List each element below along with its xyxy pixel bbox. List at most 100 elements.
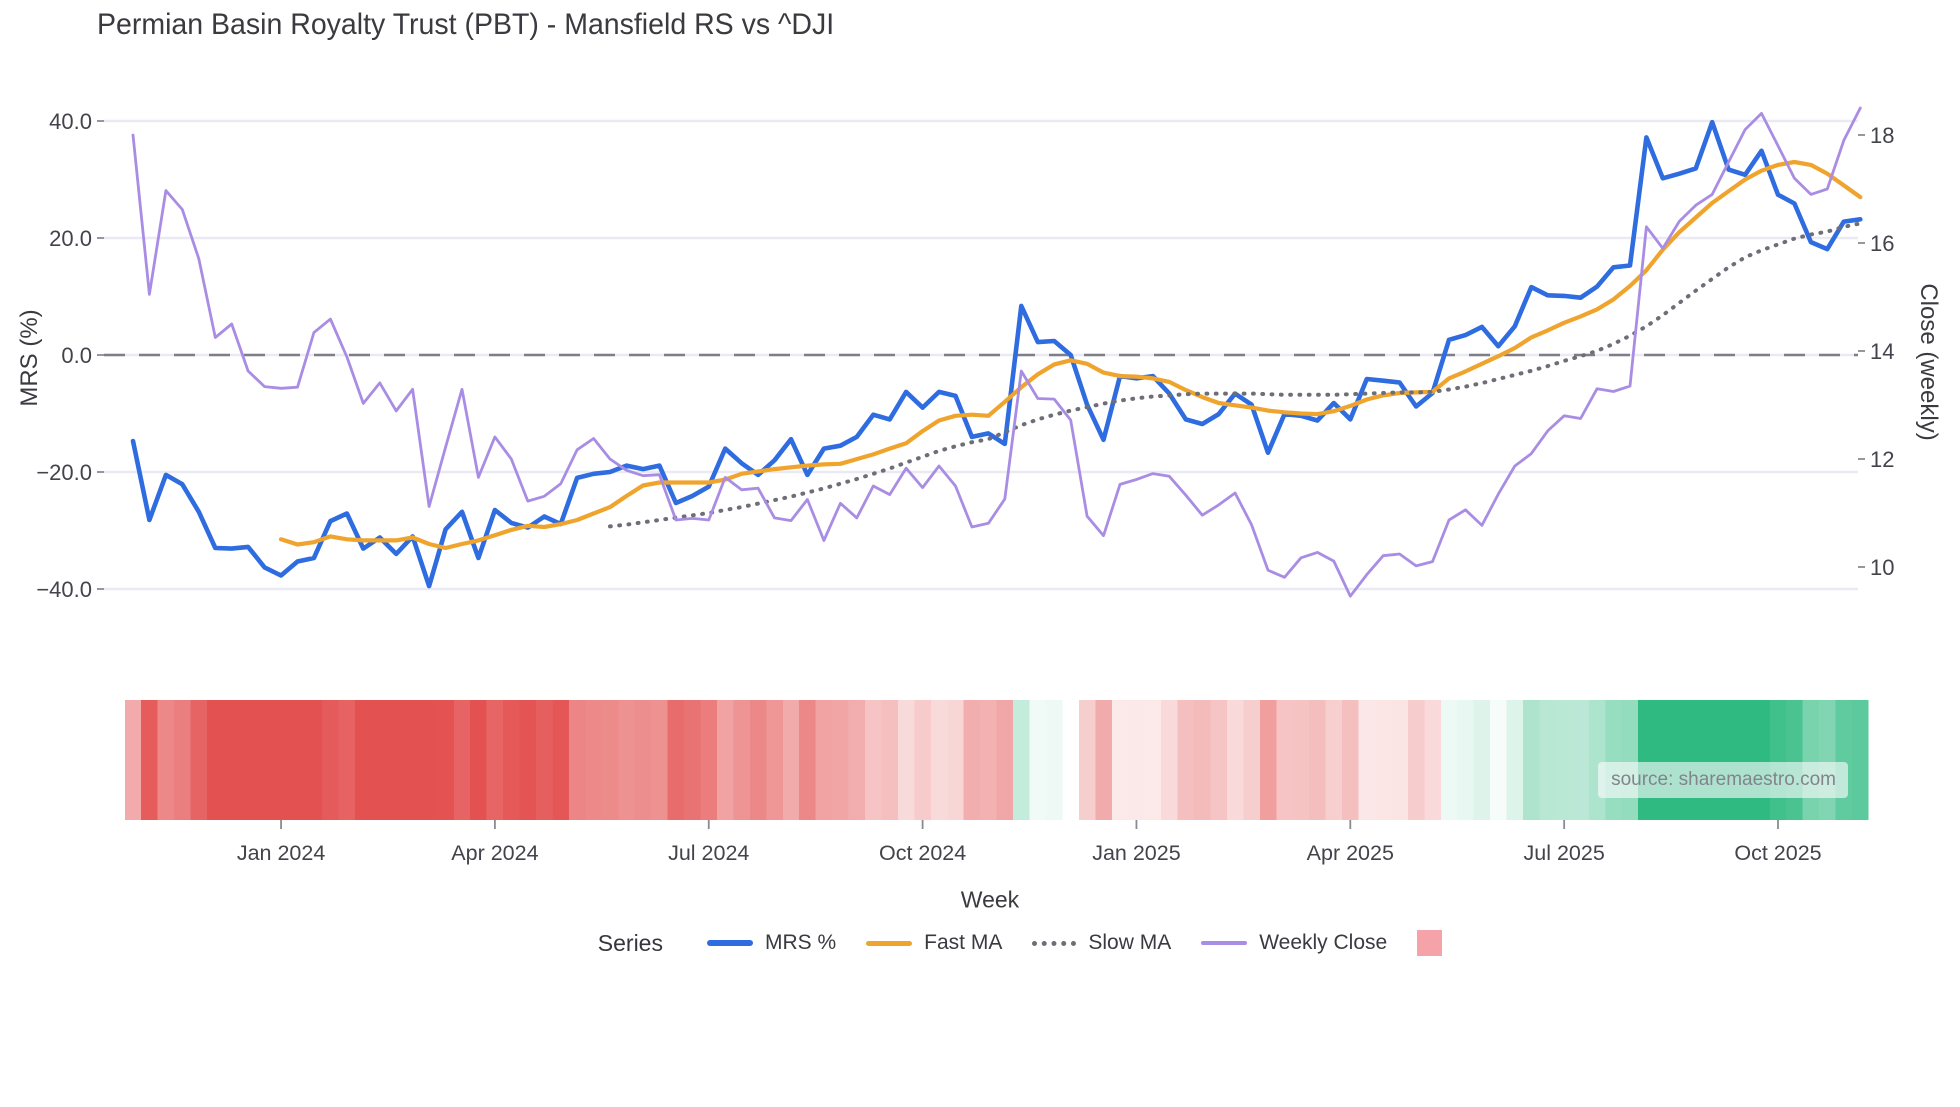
heatmap-cell — [1078, 700, 1096, 820]
heatmap-cell — [124, 700, 142, 820]
heatmap-cell — [1210, 700, 1228, 820]
source-credit: source: sharemaestro.com — [1598, 762, 1848, 798]
heatmap-cell — [1259, 700, 1277, 820]
heatmap-cell — [1852, 700, 1869, 820]
mrs-line-swatch-icon — [706, 940, 753, 946]
series-close-line — [131, 106, 1862, 598]
heatmap-cell — [1490, 700, 1507, 820]
heatmap-cell — [963, 700, 981, 820]
heatmap-cell — [141, 700, 158, 820]
heatmap-cell — [1243, 700, 1260, 820]
heatmap-cell — [437, 700, 454, 820]
heatmap-cell — [1769, 700, 1787, 820]
x-tick-label: Oct 2025 — [1734, 841, 1821, 865]
heatmap-cell — [832, 700, 849, 820]
weekly-close-line-swatch-icon — [1201, 941, 1248, 945]
heatmap-cell — [190, 700, 208, 820]
heatmap-cell — [536, 700, 553, 820]
heatmap-cell — [1342, 700, 1359, 820]
heatmap-cell — [1638, 700, 1655, 820]
heatmap-cell — [749, 700, 767, 820]
left-tick-label: 20.0 — [49, 226, 92, 251]
x-tick-label: Jul 2025 — [1524, 841, 1605, 865]
heatmap-cell — [223, 700, 240, 820]
heatmap-cell — [897, 700, 915, 820]
slow-ma-dotted-swatch-icon — [1032, 940, 1077, 946]
heatmap-cell — [1786, 700, 1803, 820]
legend-item-label: Fast MA — [924, 931, 1003, 954]
heatmap-cell — [1424, 700, 1441, 820]
heatmap-cell — [1029, 700, 1047, 820]
heatmap-cell — [239, 700, 257, 820]
heatmap-cell — [815, 700, 833, 820]
heatmap-cell — [1654, 700, 1672, 820]
heatmap-cell — [289, 700, 306, 820]
heatmap-square-swatch-icon — [1417, 930, 1443, 956]
legend-item-fast-ma: Fast MA — [866, 931, 1002, 955]
heatmap-cell — [667, 700, 685, 820]
heatmap-cell — [1111, 700, 1129, 820]
heatmap-cell — [1539, 700, 1557, 820]
heatmap-cell — [930, 700, 948, 820]
right-tick-label: 14 — [1870, 339, 1894, 364]
heatmap-cell — [996, 700, 1014, 820]
heatmap-cell — [1325, 700, 1343, 820]
heatmap-cell — [799, 700, 816, 820]
heatmap-cell — [1276, 700, 1293, 820]
heatmap-cell — [1753, 700, 1770, 820]
heatmap-cell — [1835, 700, 1853, 820]
heatmap-cell — [387, 700, 405, 820]
heatmap-cell — [338, 700, 356, 820]
left-tick-label: 40.0 — [49, 109, 92, 134]
heatmap-cell — [1555, 700, 1573, 820]
gridlines — [104, 119, 1858, 591]
legend-item-slow-ma: Slow MA — [1032, 931, 1171, 955]
heatmap-cell — [568, 700, 586, 820]
x-tick-label: Jan 2024 — [237, 841, 326, 865]
heatmap-cell — [157, 700, 175, 820]
heatmap-cell — [865, 700, 882, 820]
heatmap-cell — [355, 700, 372, 820]
heatmap-cell — [947, 700, 964, 820]
series-fast-line — [278, 159, 1863, 551]
heatmap-cell — [881, 700, 898, 820]
heatmap-cell — [733, 700, 750, 820]
heatmap-cell — [1062, 700, 1079, 820]
heatmap-cell — [1144, 700, 1162, 820]
heatmap-cell — [1457, 700, 1474, 820]
heatmap-cell — [503, 700, 520, 820]
heatmap-cell — [1128, 700, 1145, 820]
heatmap-cell — [1736, 700, 1754, 820]
heatmap-cell — [174, 700, 191, 820]
right-tick-label: 10 — [1870, 555, 1894, 580]
heatmap-cell — [601, 700, 619, 820]
heatmap-cell — [684, 700, 701, 820]
x-tick-label: Jan 2025 — [1092, 841, 1181, 865]
x-tick-label: Jul 2024 — [668, 841, 749, 865]
heatmap-cell — [256, 700, 273, 820]
heatmap-cell — [980, 700, 997, 820]
heatmap-cell — [700, 700, 718, 820]
left-tick-label: −20.0 — [36, 460, 92, 485]
fast-ma-line-swatch-icon — [866, 940, 913, 946]
right-tick-label: 16 — [1870, 231, 1894, 256]
heatmap-cell — [420, 700, 438, 820]
heatmap-cell — [1671, 700, 1688, 820]
left-tick-label: 0.0 — [61, 343, 92, 368]
x-axis-label: Week — [960, 886, 1020, 913]
heatmap-cell — [1375, 700, 1392, 820]
heatmap-cell — [782, 700, 800, 820]
heatmap-cell — [207, 700, 224, 820]
heatmap-cell — [651, 700, 668, 820]
heatmap-cell — [1095, 700, 1112, 820]
heatmap-cell — [1013, 700, 1030, 820]
right-tick-label: 18 — [1870, 123, 1894, 148]
heatmap-cell — [1572, 700, 1589, 820]
legend-item-label: Slow MA — [1088, 931, 1172, 954]
heatmap-cell — [552, 700, 570, 820]
y-axis-label-left: MRS (%) — [16, 309, 43, 407]
heatmap-cell — [519, 700, 537, 820]
heatmap-cell — [618, 700, 635, 820]
heatmap-cell — [1802, 700, 1820, 820]
